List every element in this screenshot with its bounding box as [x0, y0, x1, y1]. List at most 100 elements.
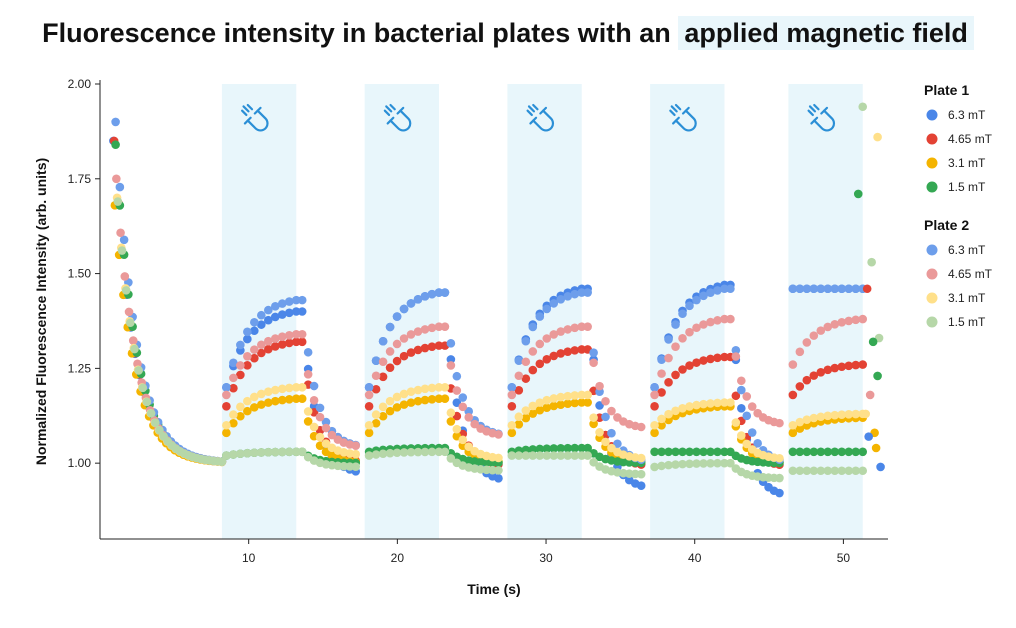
y-tick-label: 2.00 [68, 77, 92, 91]
data-point [788, 466, 798, 476]
data-point [371, 371, 381, 381]
data-point [563, 451, 573, 460]
data-point [664, 409, 673, 419]
x-tick-label: 20 [391, 551, 405, 565]
data-point [542, 395, 552, 405]
data-point [284, 297, 294, 306]
data-point [277, 447, 287, 457]
data-point [720, 284, 729, 294]
x-tick-label: 10 [242, 551, 256, 565]
data-point [788, 360, 798, 369]
data-point [494, 453, 503, 463]
data-point [876, 462, 885, 472]
data-point [243, 360, 252, 370]
data-point [243, 396, 252, 406]
data-point [385, 322, 395, 332]
data-point [823, 365, 833, 375]
data-point [309, 422, 319, 432]
data-point [470, 419, 479, 429]
data-point [406, 447, 416, 457]
data-point [528, 322, 538, 332]
data-point [364, 420, 374, 430]
data-point [351, 441, 361, 451]
data-point [685, 402, 694, 411]
data-point [650, 428, 659, 438]
data-point [858, 447, 868, 457]
data-point [378, 402, 388, 412]
data-point [229, 410, 238, 419]
data-point [809, 413, 819, 423]
data-point [556, 349, 566, 358]
legend-marker [926, 157, 938, 169]
data-point [873, 371, 882, 381]
data-point [868, 337, 878, 347]
data-point [270, 447, 280, 457]
data-point [809, 331, 819, 340]
data-point [494, 466, 503, 475]
data-point [264, 447, 273, 457]
data-point [570, 323, 580, 333]
data-point [685, 327, 694, 337]
data-point [521, 413, 531, 423]
data-point [378, 357, 388, 367]
data-point [685, 301, 694, 311]
data-point [873, 132, 882, 142]
data-point [844, 284, 854, 294]
data-point [142, 397, 152, 407]
data-point [264, 315, 273, 325]
data-point [528, 451, 538, 460]
data-point [720, 447, 729, 457]
data-point [111, 117, 120, 127]
data-point [297, 394, 307, 404]
data-point [775, 473, 784, 483]
magnet-poles [243, 106, 262, 125]
data-point [664, 460, 673, 470]
data-point [128, 336, 138, 345]
data-point [440, 394, 450, 404]
data-points [109, 102, 885, 498]
data-point [671, 320, 680, 329]
data-point [236, 449, 245, 459]
data-point [589, 413, 598, 422]
data-point [535, 451, 545, 460]
data-point [452, 371, 462, 381]
y-tick-label: 1.50 [68, 267, 92, 281]
data-point [321, 417, 331, 427]
data-point [816, 284, 826, 294]
data-point [664, 353, 673, 363]
data-point [427, 342, 437, 351]
data-point [521, 374, 531, 383]
data-point [851, 284, 861, 294]
data-point [528, 445, 538, 454]
data-point [392, 448, 402, 458]
legend-marker [926, 133, 938, 145]
data-point [250, 345, 259, 354]
data-point [507, 401, 517, 411]
data-point [297, 337, 307, 347]
data-point [284, 394, 294, 404]
data-point [556, 327, 566, 336]
y-tick-label: 1.75 [68, 172, 92, 186]
data-point [297, 447, 307, 457]
data-point [392, 356, 402, 366]
data-point [222, 420, 231, 430]
data-point [556, 400, 566, 409]
data-point [130, 344, 139, 354]
data-point [111, 140, 120, 149]
data-point [236, 411, 245, 421]
data-point [291, 394, 301, 404]
data-point [284, 447, 294, 457]
data-point [528, 409, 538, 418]
data-point [427, 394, 437, 404]
data-point [837, 466, 847, 476]
data-point [816, 447, 826, 457]
data-point [464, 413, 474, 422]
legend-marker [926, 181, 938, 193]
data-point [277, 395, 287, 405]
data-point [464, 407, 474, 416]
data-point [291, 295, 301, 305]
data-point [399, 400, 409, 409]
data-point [795, 347, 805, 357]
data-point [577, 322, 587, 331]
data-point [601, 396, 610, 406]
